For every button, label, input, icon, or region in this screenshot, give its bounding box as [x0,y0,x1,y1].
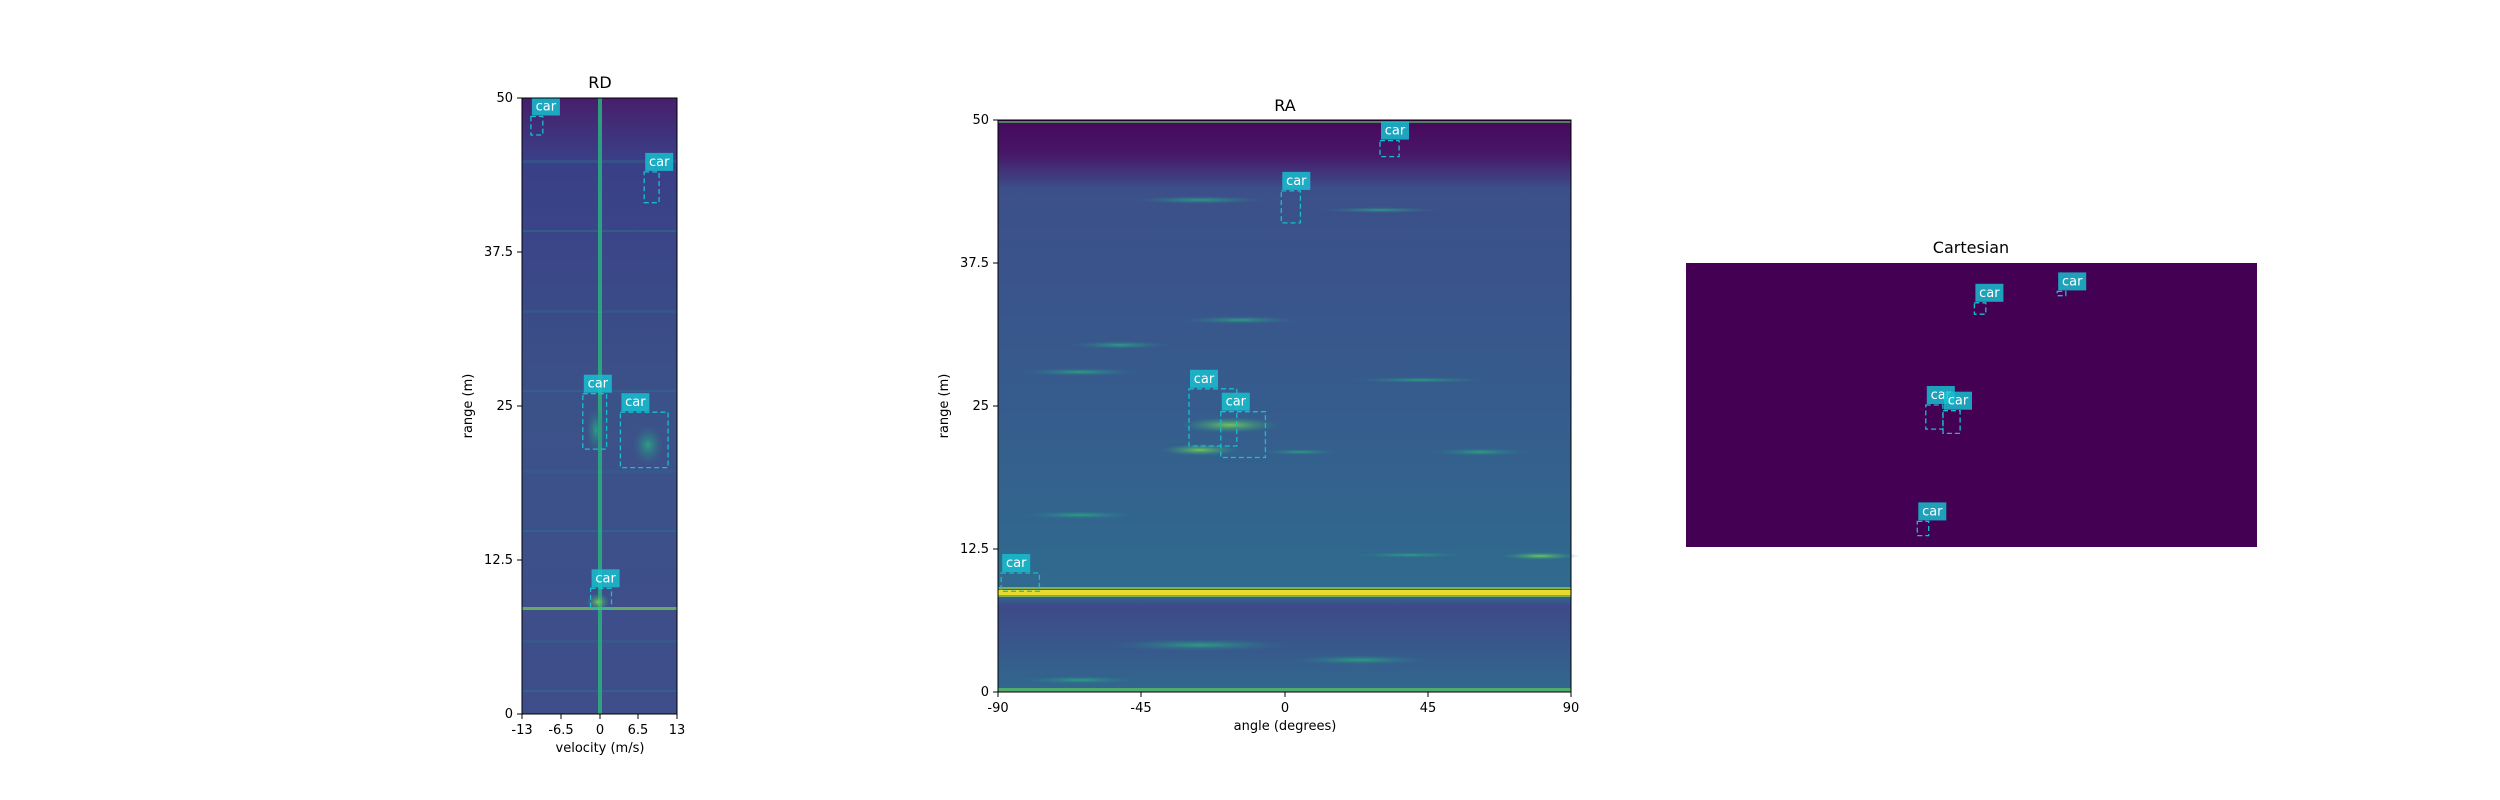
rd-hotspot [632,425,664,465]
ra-xlabel: angle (degrees) [1234,719,1337,734]
rd-hotspot [586,593,610,611]
cartesian-detection-box [1925,404,1944,430]
rd-zero-doppler-line [598,98,602,714]
cartesian-detection-box [1942,410,1961,435]
ra-detection-label: car [1226,395,1247,410]
rd-detection-box [643,171,660,204]
rd-detection-label: car [595,571,616,586]
rd-y-ticks: 0 12.5 25 37.5 50 [484,91,522,722]
rd-detection-label: car [625,395,646,410]
cartesian-detection-box [1973,302,1987,315]
rd-detection-label: car [649,155,670,170]
ra-ytick-label: 25 [972,399,989,414]
rd-detection-label: car [536,100,557,115]
ra-heatmap [998,120,1571,692]
rd-detection-label-bg [591,569,620,588]
ra-detection-label: car [1194,372,1215,387]
ra-ylabel: range (m) [937,374,952,439]
rd-ytick-label: 12.5 [484,553,513,568]
ra-detection-box [1000,572,1041,592]
rd-ytick-label: 50 [496,91,513,106]
rd-ylabel: range (m) [461,374,476,439]
ra-xtick-label: 45 [1420,701,1437,716]
ra-x-ticks: -90 -45 0 45 90 [987,692,1579,716]
rd-ytick-label: 25 [496,399,513,414]
rd-detection-label-bg [583,374,612,393]
cartesian-detection-label: car [2062,274,2083,289]
rd-detections: car car car car car [530,97,674,610]
ra-ytick-label: 37.5 [960,256,989,271]
cartesian-detection-label-bg [1975,283,2004,302]
ra-detection-label: car [1006,556,1027,571]
ra-y-ticks: 0 12.5 25 37.5 50 [960,113,998,700]
rd-xtick-label: -6.5 [548,723,573,738]
ra-detection-box [1220,411,1267,459]
cartesian-detection-box [2056,290,2067,297]
ra-detection-label-bg [1221,392,1250,411]
ra-detection-label-bg [1282,171,1311,190]
ra-ytick-label: 0 [981,685,989,700]
cartesian-detection-box [1916,520,1930,537]
rd-x-ticks: -13 -6.5 0 6.5 13 [511,714,685,738]
ra-detection-label-bg [1002,554,1031,572]
rd-ytick-label: 0 [505,707,513,722]
rd-xtick-label: -13 [511,723,532,738]
rd-hotspot [586,408,606,452]
cartesian-detection-label: car [1948,394,1969,409]
cartesian-detection-label-bg [2058,272,2087,291]
ra-xtick-label: -90 [987,701,1008,716]
rd-ytick-label: 37.5 [484,245,513,260]
cartesian-detection-label: car [1979,286,2000,301]
ra-detection-box [1280,190,1302,224]
ra-xtick-label: -45 [1130,701,1151,716]
rd-xtick-label: 13 [669,723,686,738]
ra-heatmap-texture [998,121,1580,692]
rd-detection-label-bg [621,393,650,412]
rd-detection-box [589,587,613,610]
ra-detection-box [1188,388,1238,447]
ra-xtick-label: 90 [1563,701,1580,716]
cartesian-detection-label-bg [1944,391,1972,410]
ra-xtick-label: 0 [1281,701,1289,716]
ra-detection-label: car [1286,174,1307,189]
ra-detection-label-bg [1381,121,1409,140]
rd-xtick-label: 6.5 [628,723,649,738]
rd-xtick-label: 0 [596,723,604,738]
ra-detection-label-bg [1190,369,1218,388]
ra-title: RA [1274,96,1295,115]
cartesian-detection-label: car [1922,504,1943,519]
rd-detection-box [582,393,608,450]
cartesian-detection-label-bg [1918,502,1947,521]
ra-ytick-label: 12.5 [960,542,989,557]
rd-detection-label-bg [531,97,560,116]
rd-detection-box [530,115,544,136]
rd-detection-box [619,411,669,469]
rd-xlabel: velocity (m/s) [556,741,645,756]
rd-detection-label-bg [645,152,674,171]
cartesian-title: Cartesian [1933,238,2009,257]
rd-title: RD [588,73,611,92]
ra-detection-box [1379,139,1400,158]
ra-detection-label: car [1385,124,1406,139]
ra-ytick-label: 50 [972,113,989,128]
rd-detection-label: car [588,377,609,392]
